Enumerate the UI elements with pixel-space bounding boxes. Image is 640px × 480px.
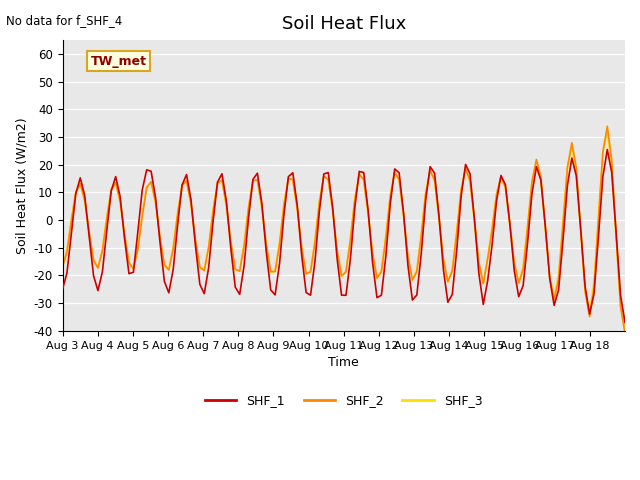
- SHF_2: [621, 330, 629, 336]
- Text: No data for f_SHF_4: No data for f_SHF_4: [6, 14, 123, 27]
- SHF_1: [267, 287, 275, 293]
- SHF_2: [59, 264, 67, 270]
- SHF_2: [196, 264, 204, 270]
- SHF_1: [196, 281, 204, 287]
- SHF_2: [289, 177, 297, 182]
- Title: Soil Heat Flux: Soil Heat Flux: [282, 15, 406, 33]
- SHF_3: [621, 324, 629, 330]
- Text: TW_met: TW_met: [91, 55, 147, 68]
- SHF_3: [289, 178, 297, 183]
- SHF_3: [604, 129, 611, 134]
- SHF_3: [267, 270, 275, 276]
- Line: SHF_3: SHF_3: [63, 132, 625, 327]
- SHF_3: [196, 265, 204, 271]
- SHF_3: [59, 264, 67, 270]
- SHF_2: [604, 123, 611, 129]
- SHF_3: [595, 213, 602, 218]
- X-axis label: Time: Time: [328, 356, 359, 369]
- SHF_2: [541, 222, 549, 228]
- Line: SHF_1: SHF_1: [63, 150, 625, 323]
- Legend: SHF_1, SHF_2, SHF_3: SHF_1, SHF_2, SHF_3: [200, 389, 487, 412]
- SHF_1: [351, 204, 358, 210]
- Y-axis label: Soil Heat Flux (W/m2): Soil Heat Flux (W/m2): [15, 117, 28, 254]
- SHF_3: [541, 225, 549, 231]
- SHF_2: [267, 269, 275, 275]
- Line: SHF_2: SHF_2: [63, 126, 625, 333]
- SHF_1: [621, 320, 629, 325]
- SHF_3: [351, 195, 358, 201]
- SHF_1: [59, 287, 67, 292]
- SHF_1: [604, 147, 611, 153]
- SHF_1: [595, 234, 602, 240]
- SHF_2: [351, 197, 358, 203]
- SHF_1: [541, 223, 549, 229]
- SHF_2: [595, 217, 602, 223]
- SHF_1: [289, 170, 297, 176]
